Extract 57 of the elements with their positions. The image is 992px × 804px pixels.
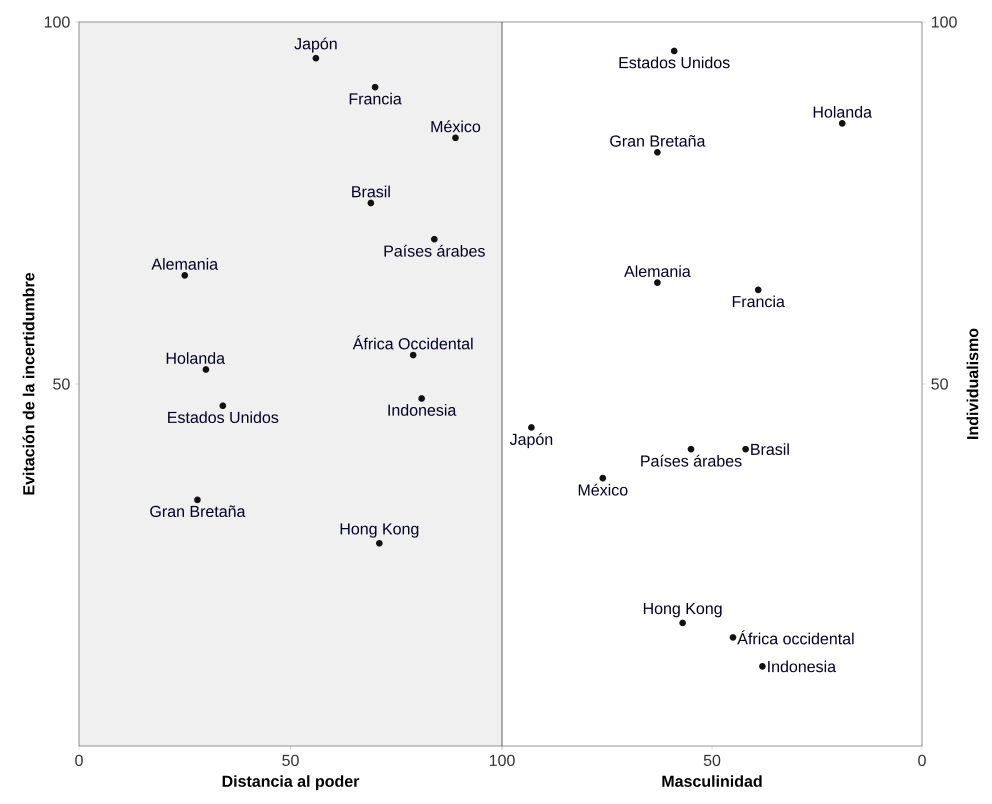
point — [430, 236, 438, 243]
series-label: Gran Bretaña — [610, 135, 706, 147]
y-axis-title: Individualismo — [966, 328, 978, 439]
series-label: Brasil — [751, 443, 789, 456]
series-label: Indonesia — [388, 404, 456, 416]
point — [202, 366, 210, 373]
x-axis-title: Distancia al poder — [222, 775, 360, 790]
series-label: África Occidental — [352, 335, 473, 350]
point — [742, 446, 749, 452]
point — [754, 286, 762, 294]
point — [654, 148, 661, 156]
point — [219, 402, 226, 410]
series-label: Alemania — [151, 258, 218, 270]
series-label: Gran Bretaña — [150, 505, 246, 518]
series-label: Indonesia — [768, 660, 836, 672]
x-tick-label: 50 — [282, 754, 299, 766]
series-label: Holanda — [814, 106, 872, 118]
point — [181, 272, 188, 279]
y-axis-title: Evitación de la incertidumbre — [22, 272, 34, 495]
series-label: Estados Unidos — [619, 56, 730, 68]
series-label: África occidental — [737, 630, 854, 644]
x-tick-label: 0 — [918, 754, 926, 766]
series-label: Hong Kong — [340, 523, 418, 538]
point — [452, 134, 459, 142]
series-label: México — [578, 484, 628, 496]
x-tick-label: 0 — [75, 754, 83, 766]
series-label: Países árabes — [384, 244, 485, 257]
point — [194, 496, 201, 504]
series-label: México — [431, 120, 480, 132]
series-label: Alemania — [624, 265, 691, 278]
series-label: Hong Kong — [644, 603, 722, 618]
point — [838, 120, 846, 127]
point — [759, 663, 766, 670]
point — [599, 474, 606, 482]
x-tick-label: 50 — [704, 754, 720, 766]
series-label: Francia — [732, 295, 785, 308]
series-label: Brasil — [352, 186, 390, 198]
point — [670, 48, 678, 54]
point — [418, 395, 425, 402]
point — [376, 540, 383, 547]
point — [688, 446, 694, 452]
x-axis-title: Masculinidad — [662, 775, 762, 787]
series-label: Japón — [510, 433, 552, 448]
point — [312, 54, 320, 62]
point — [528, 424, 535, 431]
series-label: Holanda — [166, 352, 226, 364]
point — [654, 279, 661, 286]
series-label: Francia — [350, 92, 402, 104]
series-label: Japón — [294, 38, 337, 53]
point — [410, 352, 417, 358]
series-label: Estados Unidos — [168, 411, 278, 424]
point — [730, 634, 736, 641]
x-tick-label: 100 — [490, 754, 515, 766]
point — [372, 84, 378, 90]
point — [679, 620, 686, 626]
point — [368, 200, 374, 206]
series-label: Países árabes — [641, 454, 742, 467]
